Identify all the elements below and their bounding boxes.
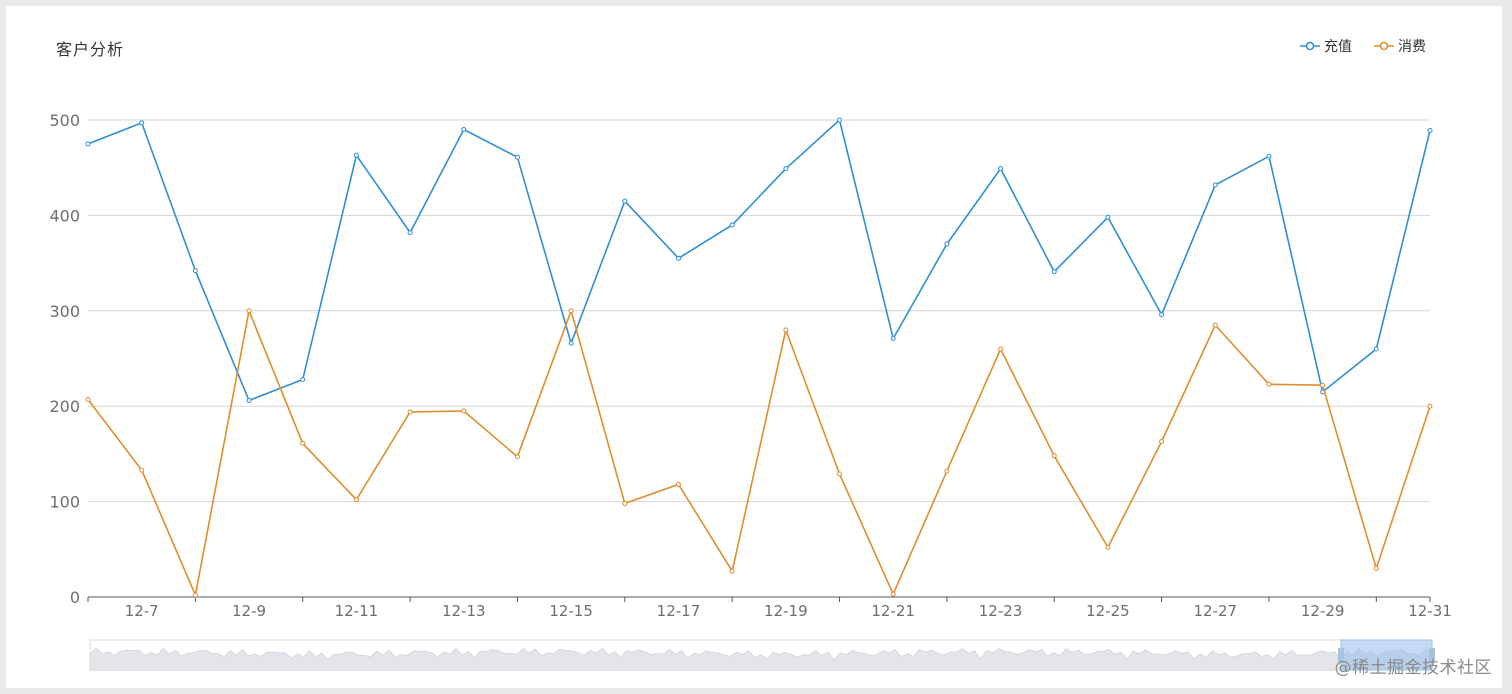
data-point-0[interactable] bbox=[461, 127, 467, 133]
data-point-0[interactable] bbox=[890, 335, 896, 341]
data-point-0[interactable] bbox=[139, 120, 145, 126]
data-point-1[interactable] bbox=[783, 327, 789, 333]
data-point-1[interactable] bbox=[1266, 381, 1272, 387]
y-tick-label: 400 bbox=[49, 206, 80, 225]
data-point-1[interactable] bbox=[246, 308, 252, 314]
chart-title: 客户分析 bbox=[56, 40, 125, 59]
data-point-1[interactable] bbox=[192, 592, 198, 598]
x-tick-label: 12-31 bbox=[1408, 602, 1452, 620]
data-point-1[interactable] bbox=[568, 308, 574, 314]
y-tick-label: 300 bbox=[49, 302, 80, 321]
data-point-1[interactable] bbox=[729, 568, 735, 574]
series-line-1 bbox=[87, 309, 1431, 596]
data-point-0[interactable] bbox=[353, 152, 359, 158]
legend-marker-consume bbox=[1374, 41, 1394, 51]
data-point-0[interactable] bbox=[675, 255, 681, 261]
data-point-0[interactable] bbox=[246, 397, 252, 403]
data-point-1[interactable] bbox=[407, 409, 413, 415]
data-point-1[interactable] bbox=[1159, 438, 1165, 444]
data-point-0[interactable] bbox=[783, 166, 789, 172]
y-tick-label: 100 bbox=[49, 493, 80, 512]
legend-item-consume[interactable]: 消费 bbox=[1374, 36, 1426, 56]
data-point-0[interactable] bbox=[1159, 312, 1165, 318]
y-tick-label: 0 bbox=[70, 588, 80, 607]
data-point-0[interactable] bbox=[407, 230, 413, 236]
series-line-0 bbox=[87, 119, 1431, 402]
data-point-0[interactable] bbox=[1212, 182, 1218, 188]
zoom-preview-area bbox=[89, 647, 1433, 671]
data-point-0[interactable] bbox=[85, 141, 91, 147]
data-point-0[interactable] bbox=[1427, 127, 1433, 133]
data-point-0[interactable] bbox=[192, 268, 198, 274]
data-point-0[interactable] bbox=[944, 241, 950, 247]
data-point-1[interactable] bbox=[998, 346, 1004, 352]
data-point-0[interactable] bbox=[1105, 214, 1111, 220]
y-tick-label: 200 bbox=[49, 397, 80, 416]
data-point-0[interactable] bbox=[729, 222, 735, 228]
data-point-1[interactable] bbox=[944, 468, 950, 474]
x-tick-label: 12-17 bbox=[657, 602, 701, 620]
x-tick-label: 12-9 bbox=[232, 602, 266, 620]
zoom-handle-right[interactable] bbox=[1429, 648, 1435, 662]
legend-label-consume: 消费 bbox=[1398, 39, 1426, 55]
data-point-1[interactable] bbox=[85, 397, 91, 403]
data-point-1[interactable] bbox=[675, 481, 681, 487]
grid-layer bbox=[88, 119, 1430, 503]
data-point-1[interactable] bbox=[353, 497, 359, 503]
data-point-1[interactable] bbox=[837, 471, 843, 477]
x-tick-label: 12-21 bbox=[871, 602, 915, 620]
x-tick-label: 12-25 bbox=[1086, 602, 1130, 620]
data-point-0[interactable] bbox=[1266, 153, 1272, 159]
legend-label-recharge: 充值 bbox=[1324, 39, 1352, 55]
data-point-1[interactable] bbox=[1320, 382, 1326, 388]
data-point-1[interactable] bbox=[139, 467, 145, 473]
x-tick-label: 12-29 bbox=[1301, 602, 1345, 620]
data-point-1[interactable] bbox=[461, 408, 467, 414]
watermark: @稀土掘金技术社区 bbox=[1334, 658, 1492, 678]
data-point-1[interactable] bbox=[622, 501, 628, 507]
data-point-1[interactable] bbox=[1212, 322, 1218, 328]
x-tick-label: 12-15 bbox=[549, 602, 593, 620]
series-layer bbox=[85, 117, 1433, 598]
data-point-1[interactable] bbox=[890, 591, 896, 597]
x-tick-label: 12-11 bbox=[335, 602, 379, 620]
y-tick-label: 500 bbox=[49, 111, 80, 130]
legend: 充值 消费 bbox=[1300, 36, 1426, 56]
data-point-1[interactable] bbox=[1051, 453, 1057, 459]
data-point-1[interactable] bbox=[514, 454, 520, 460]
data-point-0[interactable] bbox=[514, 154, 520, 160]
x-tick-label: 12-13 bbox=[442, 602, 486, 620]
data-point-0[interactable] bbox=[1373, 346, 1379, 352]
x-tick-label: 12-23 bbox=[979, 602, 1023, 620]
legend-marker-recharge bbox=[1300, 41, 1320, 51]
data-point-0[interactable] bbox=[622, 198, 628, 204]
data-point-0[interactable] bbox=[837, 117, 843, 123]
axis-layer: 0 100 200 300 400 500 12-7 12-9 12-11 12-13 12-15 1… bbox=[49, 111, 1451, 620]
data-point-0[interactable] bbox=[300, 376, 306, 382]
x-tick-label: 12-27 bbox=[1193, 602, 1237, 620]
data-point-1[interactable] bbox=[1105, 544, 1111, 550]
data-point-1[interactable] bbox=[1427, 403, 1433, 409]
data-point-0[interactable] bbox=[1051, 269, 1057, 275]
data-point-1[interactable] bbox=[300, 440, 306, 446]
x-tick-label: 12-7 bbox=[125, 602, 159, 620]
data-point-1[interactable] bbox=[1373, 565, 1379, 571]
data-point-0[interactable] bbox=[998, 166, 1004, 172]
legend-item-recharge[interactable]: 充值 bbox=[1300, 36, 1352, 56]
x-tick-label: 12-19 bbox=[764, 602, 808, 620]
data-point-0[interactable] bbox=[568, 340, 574, 346]
zoom-handle-left[interactable] bbox=[1338, 648, 1344, 662]
data-zoom-slider[interactable] bbox=[89, 639, 1435, 671]
